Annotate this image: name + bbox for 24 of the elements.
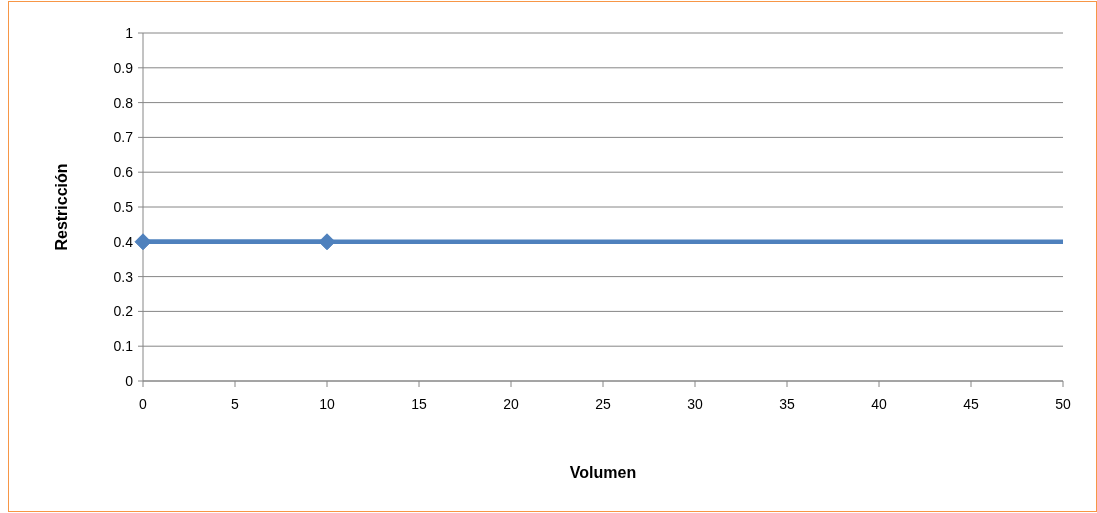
y-tick-label: 0.3	[113, 268, 134, 285]
y-tick-label: 0.5	[113, 198, 134, 215]
x-tick-label: 20	[503, 396, 519, 412]
y-tick-label: 0.9	[113, 59, 134, 76]
y-tick-label: 0	[125, 372, 134, 389]
x-tick-label: 10	[319, 396, 335, 412]
x-tick-label: 30	[687, 396, 703, 412]
x-tick-label: 50	[1055, 396, 1071, 412]
x-tick-label: 15	[411, 396, 427, 412]
x-tick-label: 40	[871, 396, 887, 412]
x-axis-title: Volumen	[569, 464, 637, 481]
x-tick-label: 5	[231, 396, 240, 412]
y-tick-label: 0.6	[113, 164, 134, 181]
y-tick-label: 1	[125, 24, 134, 41]
y-tick-label: 0.1	[113, 338, 134, 355]
x-tick-label: 0	[139, 396, 148, 412]
x-tick-label: 45	[963, 396, 979, 412]
y-tick-label: 0.7	[113, 129, 134, 146]
y-tick-label: 0.4	[113, 233, 134, 250]
y-tick-label: 0.2	[113, 303, 134, 320]
y-tick-label: 0.8	[113, 94, 134, 111]
x-tick-label: 25	[595, 396, 611, 412]
x-tick-label: 35	[779, 396, 795, 412]
y-axis-title: Restricción	[53, 163, 70, 251]
